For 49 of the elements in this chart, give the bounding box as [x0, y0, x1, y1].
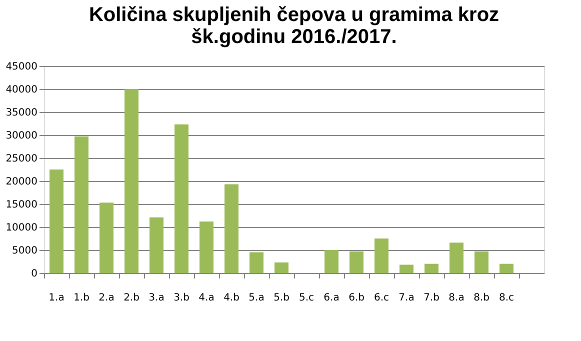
x-tick-label: 2.b [124, 292, 140, 304]
x-tick-label: 8.b [474, 292, 490, 304]
bar [274, 262, 288, 273]
x-tick-label: 6.a [324, 292, 340, 304]
x-tick-label: 8.a [448, 292, 464, 304]
text: Količina skupljenih čepova u gramima kroz [88, 4, 500, 26]
bar [424, 264, 438, 273]
x-tick-label: 4.b [224, 292, 240, 304]
text: šk.godinu 2016./2017. [191, 26, 397, 48]
y-tick-label: 5000 [12, 246, 38, 256]
bar [400, 264, 414, 273]
y-tick-label: 30000 [6, 130, 38, 142]
bar [474, 251, 488, 273]
x-tick-label: 1.b [74, 292, 90, 304]
y-tick-label: 10000 [6, 222, 38, 234]
y-tick-label: 20000 [6, 176, 38, 188]
x-tick-label: 1.a [48, 292, 64, 304]
y-tick-label: 45000 [6, 62, 38, 72]
x-tick-label: 5.a [248, 292, 264, 304]
bar [350, 251, 364, 273]
x-tick-label: 3.a [148, 292, 164, 304]
x-tick-label: 8.c [498, 292, 514, 304]
x-tick-label: 6.b [348, 292, 364, 304]
bar [124, 89, 138, 273]
bar [74, 136, 88, 273]
x-tick-label: 3.b [174, 292, 190, 304]
x-tick-label: 6.c [374, 292, 390, 304]
bar [224, 184, 238, 273]
x-tick-label: 5.c [298, 292, 314, 304]
x-tick-label: 7.a [398, 292, 414, 304]
y-tick-label: 25000 [6, 154, 38, 164]
bar [150, 217, 164, 273]
bar [374, 238, 388, 273]
bar [450, 242, 464, 273]
x-tick-label: 7.b [424, 292, 440, 304]
bar [50, 170, 64, 273]
bar [200, 221, 214, 273]
y-tick-label: 0 [31, 268, 38, 280]
y-tick-label: 15000 [6, 200, 38, 210]
x-tick-label: 2.a [98, 292, 114, 304]
y-tick-label: 40000 [6, 84, 38, 96]
bar [324, 250, 338, 273]
y-tick-label: 35000 [6, 108, 38, 118]
x-tick-label: 5.b [274, 292, 290, 304]
bar [250, 252, 264, 273]
x-tick-label: 4.a [198, 292, 214, 304]
bar [500, 264, 514, 273]
bar [100, 202, 114, 273]
bar [174, 124, 188, 273]
